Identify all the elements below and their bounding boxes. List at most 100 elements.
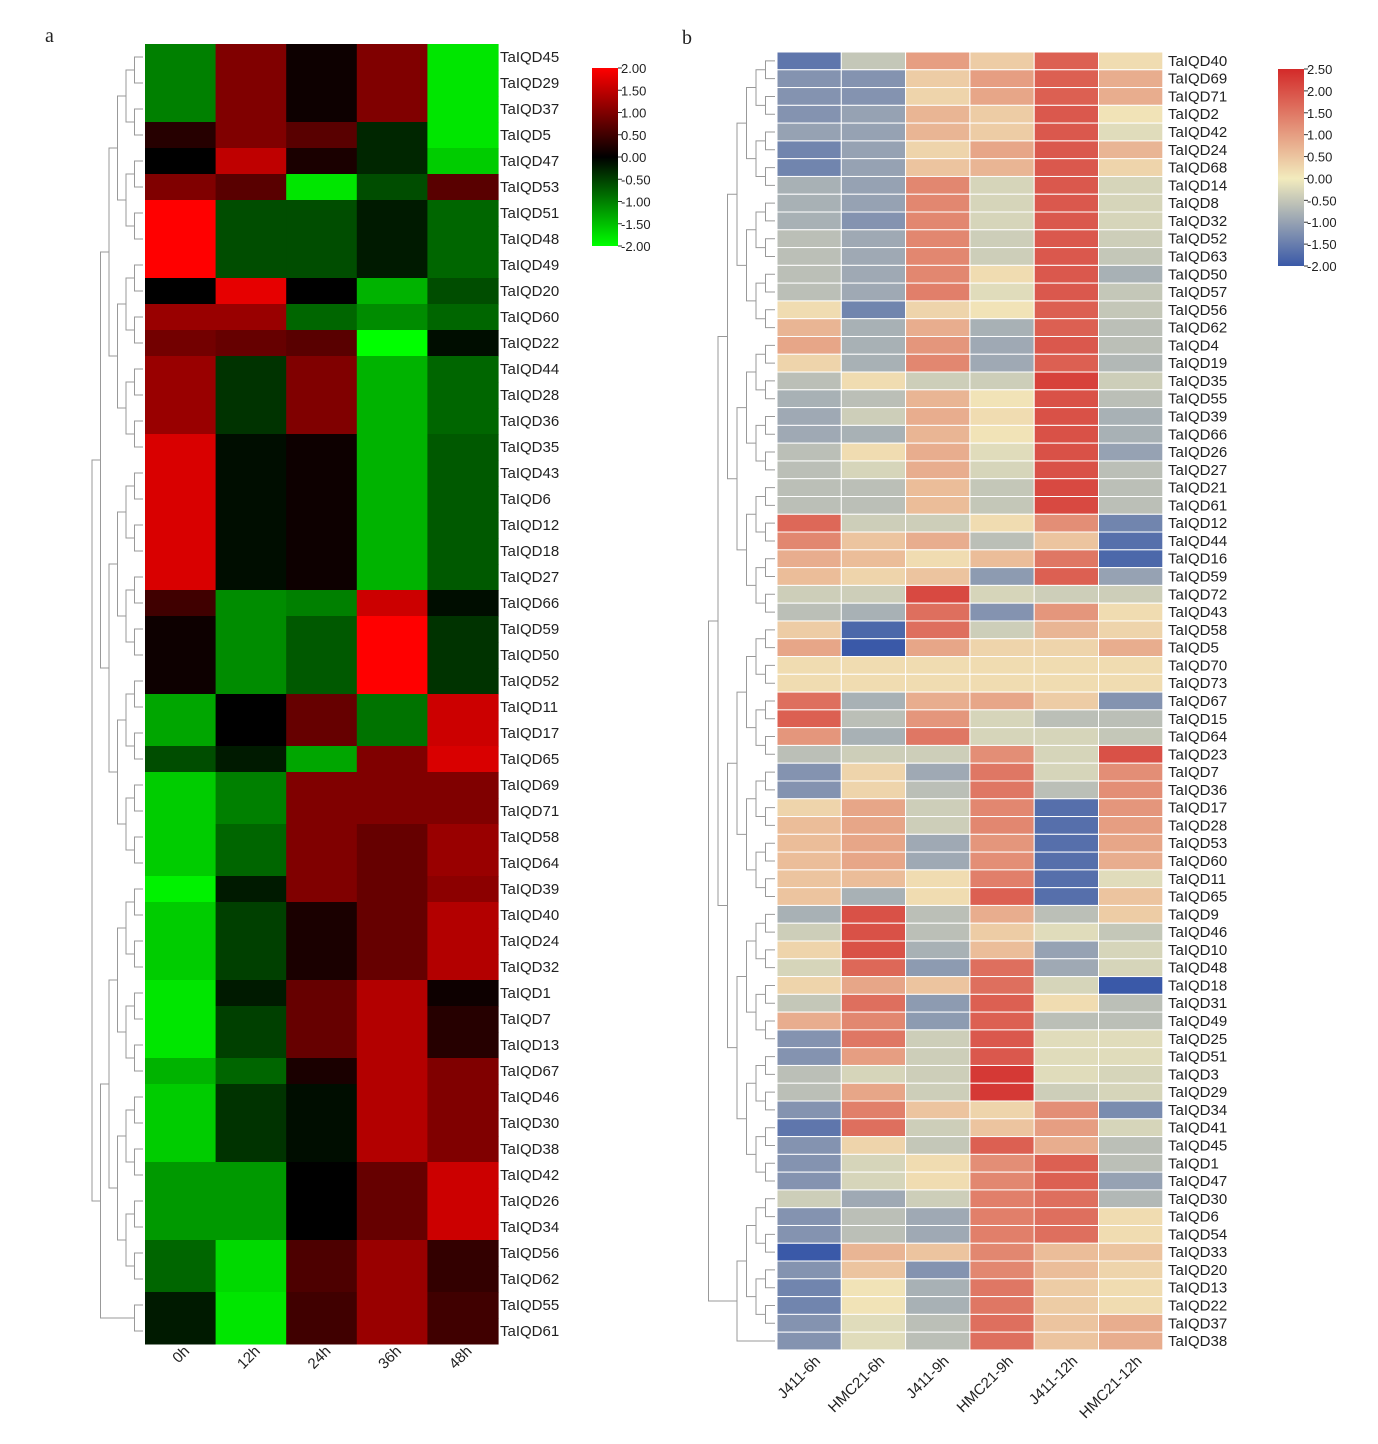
heatmap-a-cell <box>286 1032 358 1059</box>
heatmap-b-cell <box>840 496 907 515</box>
panel-b-label: b <box>682 27 692 49</box>
heatmap-a-cell <box>286 902 358 929</box>
heatmap-b-cell <box>840 1171 907 1191</box>
heatmap-a-row-label: TaIQD28 <box>500 387 559 404</box>
heatmap-b-cell <box>969 567 1035 586</box>
heatmap-b-cell <box>840 1011 907 1031</box>
heatmap-b-cell <box>969 1118 1035 1138</box>
heatmap-b-cell <box>1098 229 1164 249</box>
heatmap-b-cell <box>1098 247 1164 266</box>
heatmap-b-cell <box>776 904 842 924</box>
heatmap-b-cell <box>969 87 1035 106</box>
heatmap-b-cell <box>1098 887 1164 906</box>
heatmap-b-cell <box>776 51 842 71</box>
heatmap-a-legend-tick-label: 1.50 <box>621 83 646 98</box>
heatmap-a-cell <box>356 1266 428 1293</box>
heatmap-b-dendrogram-branch <box>765 487 775 506</box>
heatmap-b-cell <box>969 104 1035 124</box>
heatmap-b-cell <box>969 549 1035 569</box>
heatmap-a-legend-tick-label: 1.00 <box>621 106 646 121</box>
heatmap-a-cell <box>215 174 287 201</box>
heatmap-b-cell <box>1033 478 1099 498</box>
heatmap-a-dendrogram-branch <box>134 1096 143 1124</box>
heatmap-a-cell <box>215 720 287 747</box>
heatmap-b-cell <box>840 282 907 302</box>
heatmap-b-row-label: TaIQD64 <box>1168 729 1227 746</box>
heatmap-b-cell <box>840 140 907 160</box>
heatmap-a-cell <box>286 694 358 721</box>
heatmap-a-cell <box>215 1110 287 1137</box>
heatmap-a-dendrogram-branch <box>117 95 126 201</box>
heatmap-b-cell <box>969 602 1035 622</box>
heatmap-b-cell <box>1033 567 1099 586</box>
heatmap-b-cell <box>1033 1207 1099 1226</box>
heatmap-a-cell <box>286 486 358 513</box>
heatmap-b-cell <box>1098 1047 1164 1066</box>
heatmap-b-cell <box>1033 282 1099 302</box>
heatmap-b-cell <box>840 460 907 480</box>
heatmap-a-cell <box>286 1266 358 1293</box>
heatmap-b-cell <box>840 69 907 89</box>
heatmap-a-dendrogram-branch <box>134 680 143 708</box>
heatmap-b-cell <box>905 371 971 391</box>
heatmap-b-cell <box>969 620 1035 640</box>
heatmap-b-cell <box>969 300 1035 320</box>
heatmap-a-cell <box>427 330 499 357</box>
heatmap-a-row-label: TaIQD43 <box>500 465 559 482</box>
heatmap-a-cell <box>356 512 428 539</box>
heatmap-a-cell <box>215 252 287 279</box>
heatmap-a-row-label: TaIQD65 <box>500 751 559 768</box>
heatmap-a-cell <box>427 304 499 331</box>
heatmap-a-dendrogram-branch <box>108 147 118 357</box>
heatmap-a-cell <box>427 200 499 227</box>
heatmap-b-cell <box>1033 1260 1099 1280</box>
heatmap-b-cell <box>840 816 907 835</box>
heatmap-b-cell <box>905 87 971 106</box>
heatmap-a-cell <box>356 1110 428 1137</box>
heatmap-b-row-label: TaIQD31 <box>1168 995 1227 1012</box>
heatmap-b-cell <box>776 976 842 995</box>
heatmap-b-cell <box>969 193 1035 213</box>
heatmap-a-cell <box>427 1058 499 1085</box>
heatmap-b-cell <box>840 727 907 746</box>
heatmap-b-cell <box>1033 1011 1099 1031</box>
heatmap-a-cell <box>145 824 217 851</box>
heatmap-b-row-label: TaIQD37 <box>1168 1315 1227 1332</box>
heatmap-a-cell <box>427 564 499 591</box>
heatmap-b-row-label: TaIQD44 <box>1168 533 1227 550</box>
heatmap-b-cell <box>776 69 842 89</box>
heatmap-b-cell <box>1033 1313 1099 1333</box>
heatmap-b-cell <box>905 1296 971 1315</box>
heatmap-b-cell <box>840 318 907 337</box>
heatmap-b-dendrogram-branch <box>736 122 747 266</box>
heatmap-b-row-label: TaIQD26 <box>1168 444 1227 461</box>
heatmap-a-cell <box>215 486 287 513</box>
heatmap-b-cell <box>776 602 842 622</box>
heatmap-b-cell <box>776 1207 842 1226</box>
heatmap-b-cell <box>1033 424 1099 444</box>
heatmap-a-cell <box>145 564 217 591</box>
heatmap-a-cell <box>145 928 217 955</box>
heatmap-a-cell <box>286 1292 358 1319</box>
heatmap-a-cell <box>356 1084 428 1111</box>
heatmap-a-cell <box>215 772 287 799</box>
heatmap-b-cell <box>840 798 907 818</box>
heatmap-b-cell <box>1033 1242 1099 1262</box>
heatmap-a-cell <box>286 200 358 227</box>
heatmap-a-cell <box>215 1084 287 1111</box>
heatmap-b-cell <box>969 1082 1035 1102</box>
heatmap-b-row-label: TaIQD17 <box>1168 800 1227 817</box>
heatmap-a-cell <box>145 512 217 539</box>
heatmap-b-cell <box>969 407 1035 426</box>
heatmap-b-cell <box>969 1331 1035 1351</box>
heatmap-a-row-label: TaIQD62 <box>500 1271 559 1288</box>
heatmap-b-cell <box>840 389 907 409</box>
heatmap-a-cell <box>145 980 217 1007</box>
heatmap-a-row-label: TaIQD11 <box>500 699 558 716</box>
heatmap-a-column-label: 36h <box>375 1343 405 1373</box>
heatmap-a-cell <box>215 278 287 305</box>
heatmap-a-row-label: TaIQD35 <box>500 439 559 456</box>
heatmap-b-row-label: TaIQD57 <box>1168 284 1227 301</box>
heatmap-a-cell <box>356 148 428 175</box>
heatmap-a-cell <box>356 746 428 773</box>
